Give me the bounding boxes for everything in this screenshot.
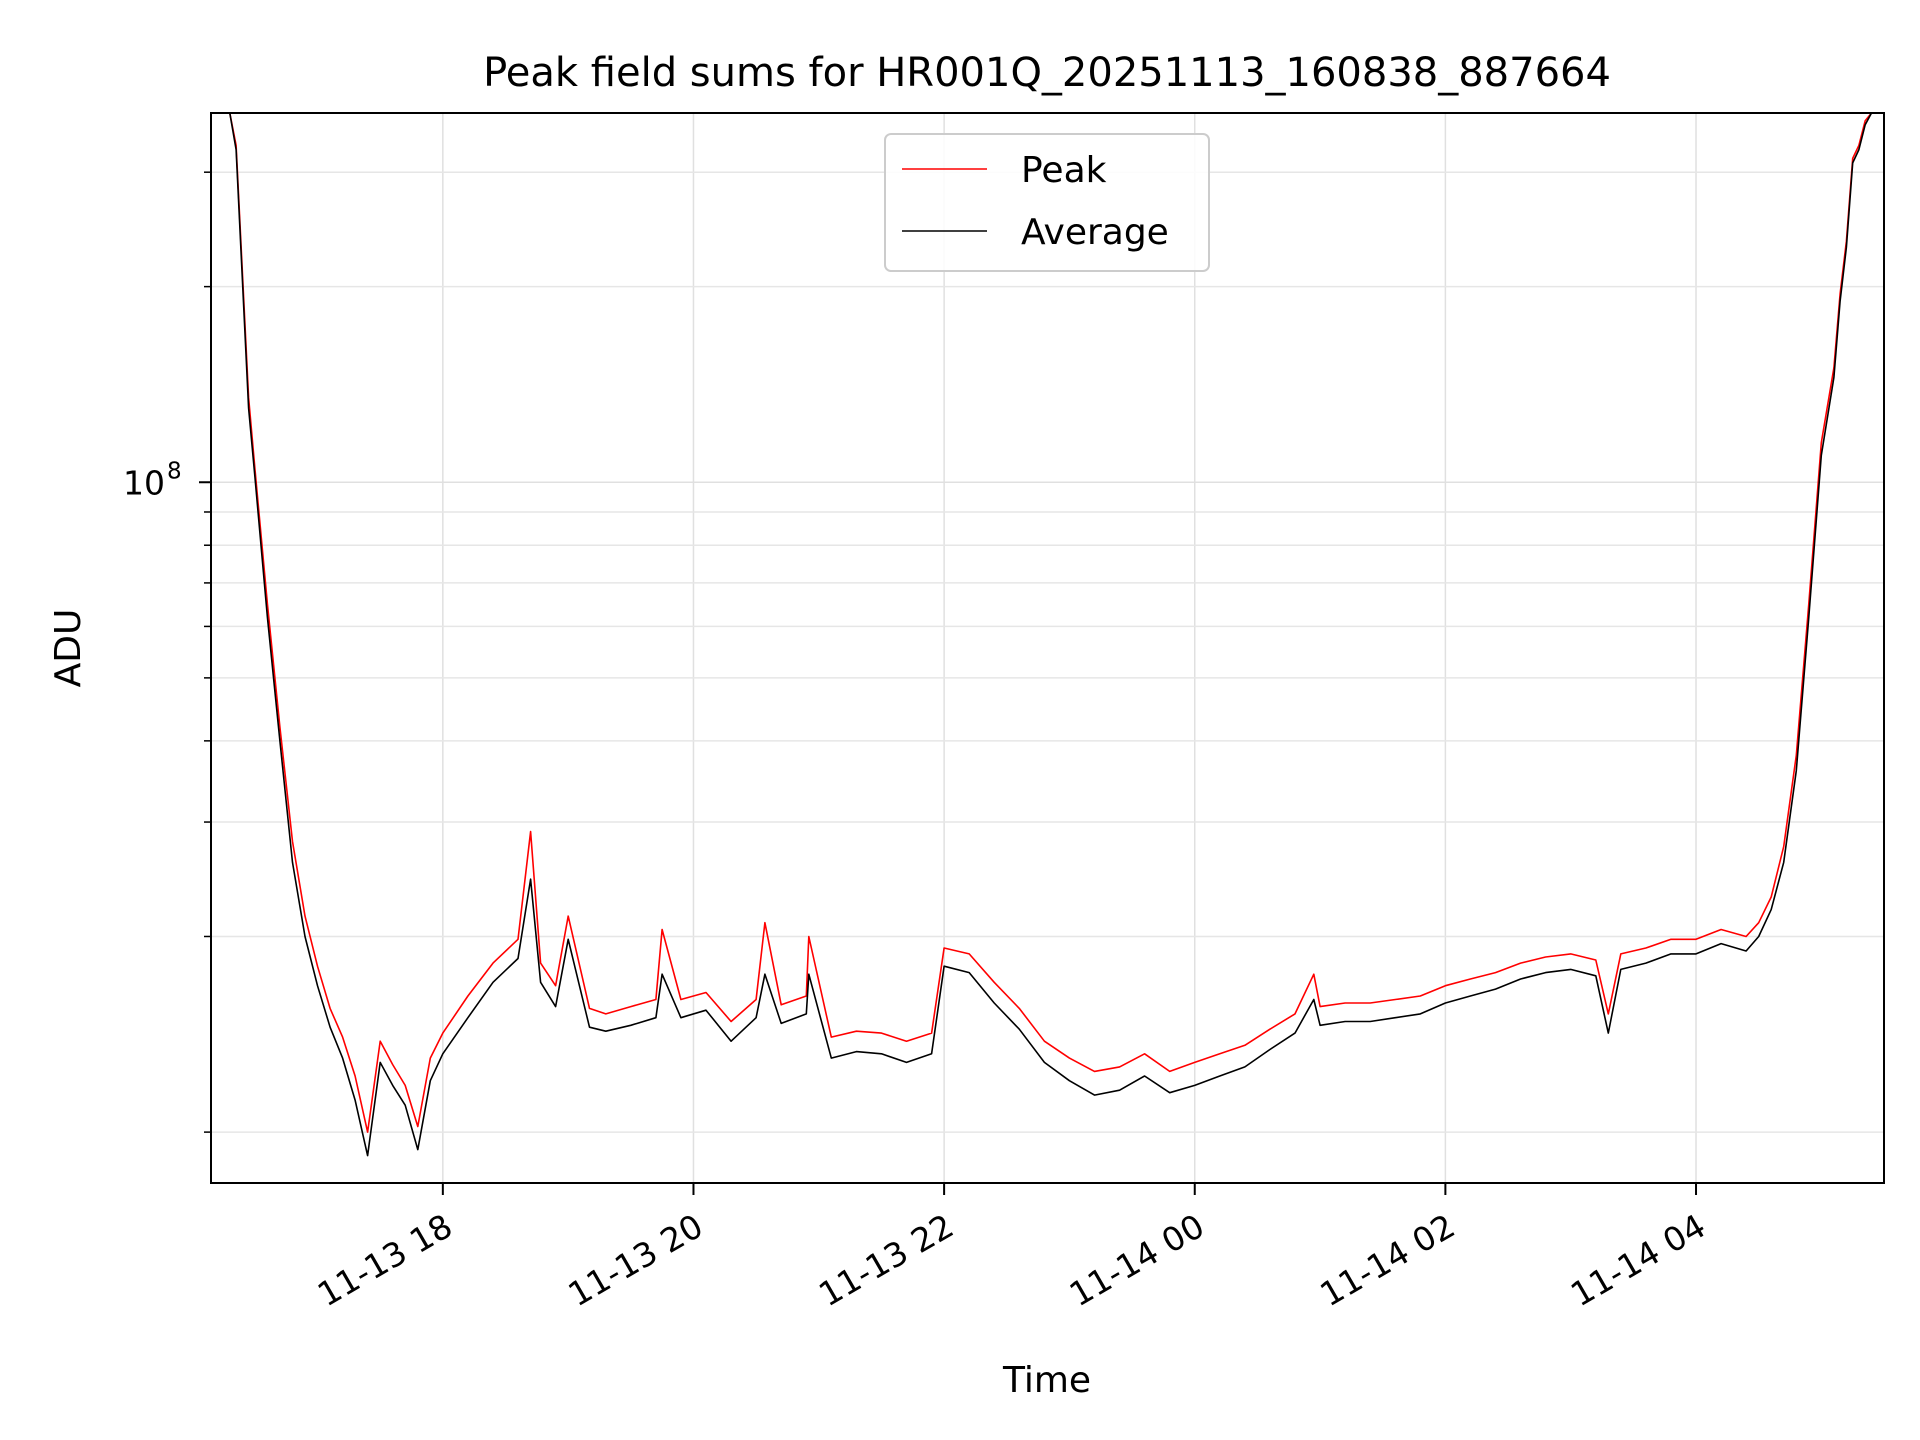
series-layer <box>211 113 1884 1157</box>
grid-layer <box>211 113 1884 1183</box>
plot-frame <box>210 112 1885 1184</box>
x-axis-label: Time <box>1002 1360 1091 1401</box>
y-tick-label-exponent: 8 <box>167 458 182 484</box>
chart-title: Peak field sums for HR001Q_20251113_1608… <box>483 50 1611 96</box>
legend-label-average: Average <box>1021 212 1169 253</box>
y-tick-label: 10 <box>123 463 165 502</box>
legend: Peak Average <box>884 133 1210 272</box>
series-line-average <box>211 113 1884 1157</box>
legend-label-peak: Peak <box>1021 150 1107 191</box>
series-line-peak <box>211 113 1884 1133</box>
y-axis-label: ADU <box>48 609 89 688</box>
y-axis: 10 8 <box>123 171 211 1133</box>
